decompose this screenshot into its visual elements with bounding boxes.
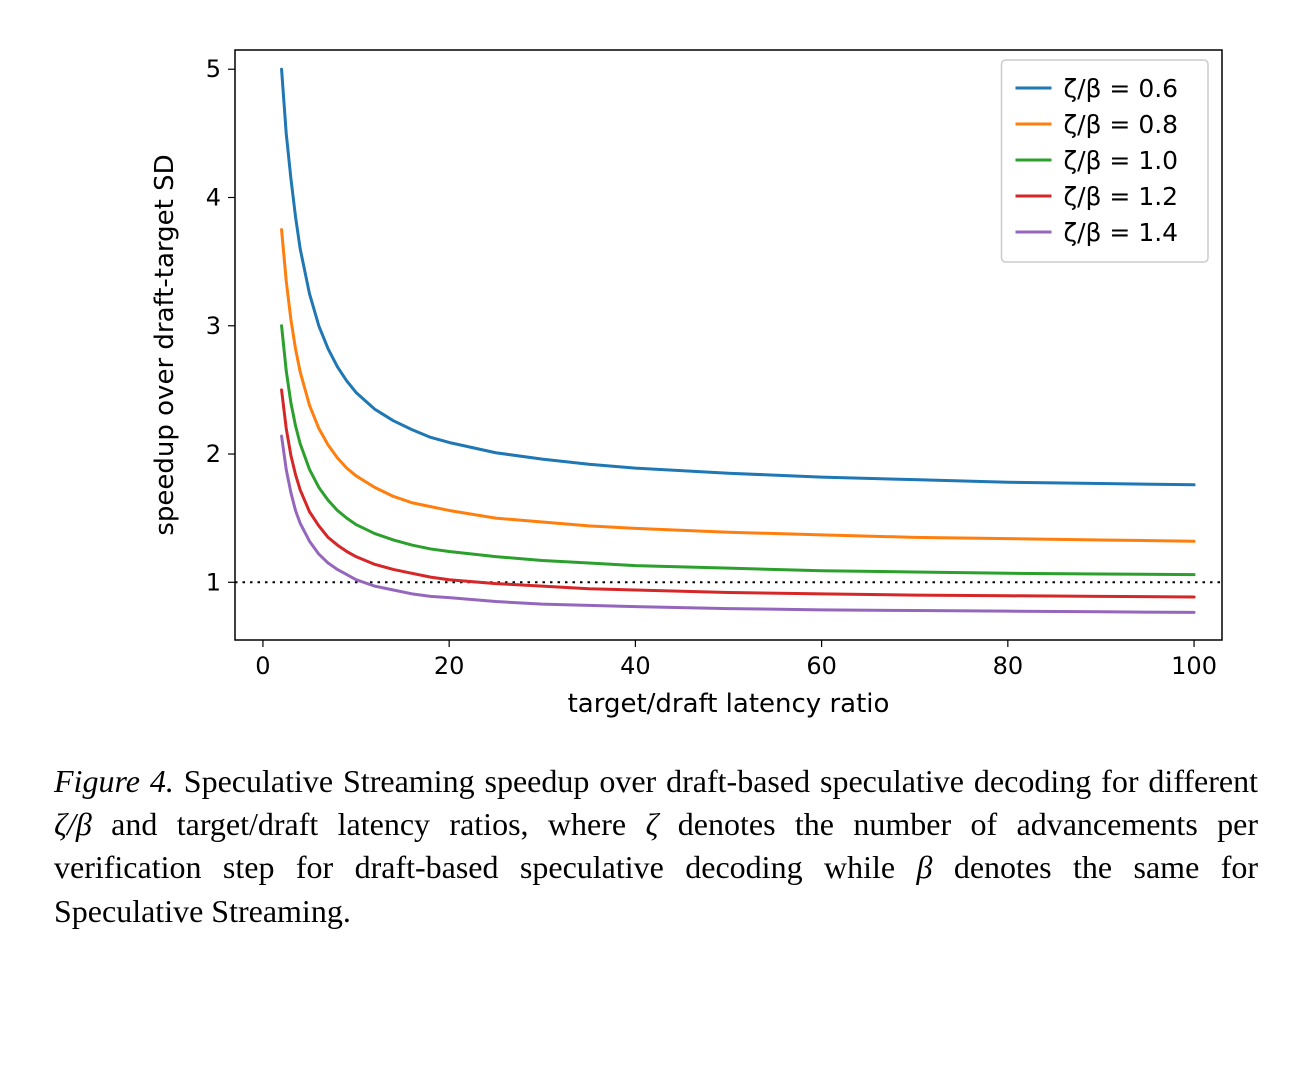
x-tick-label: 60 [806,652,837,680]
legend-label: ζ/β = 1.0 [1064,146,1179,175]
y-tick-label: 5 [206,55,221,83]
caption-zeta-symbol: ζ [645,806,658,842]
caption-ratio-symbol: ζ/β [54,806,92,842]
caption-text-1: Speculative Streaming speedup over draft… [174,763,1258,799]
caption-beta-symbol: β [917,849,933,885]
y-tick-label: 3 [206,312,221,340]
y-tick-label: 2 [206,440,221,468]
x-axis-label: target/draft latency ratio [568,689,890,719]
legend-label: ζ/β = 0.6 [1064,74,1179,103]
legend-label: ζ/β = 1.2 [1064,182,1179,211]
x-tick-label: 80 [993,652,1024,680]
chart-container: 0 20 40 60 80 100 1 2 3 4 5 target/draft latency ra… [40,20,1272,740]
figure-caption: Figure 4. Speculative Streaming speedup … [40,740,1272,933]
y-tick-label: 1 [206,568,221,596]
line-chart: 0 20 40 60 80 100 1 2 3 4 5 target/draft latency ra… [40,20,1272,740]
x-tick-label: 20 [434,652,465,680]
page-root: 0 20 40 60 80 100 1 2 3 4 5 target/draft latency ra… [0,0,1312,1092]
y-axis-label: speedup over draft-target SD [150,154,180,535]
figure-label: Figure 4. [54,763,174,799]
legend-label: ζ/β = 0.8 [1064,110,1179,139]
caption-text-2: and target/draft latency ratios, where [92,806,646,842]
x-tick-label: 40 [620,652,651,680]
legend-label: ζ/β = 1.4 [1064,218,1179,247]
x-tick-label: 100 [1171,652,1217,680]
y-tick-label: 4 [206,184,221,212]
x-tick-label: 0 [255,652,270,680]
